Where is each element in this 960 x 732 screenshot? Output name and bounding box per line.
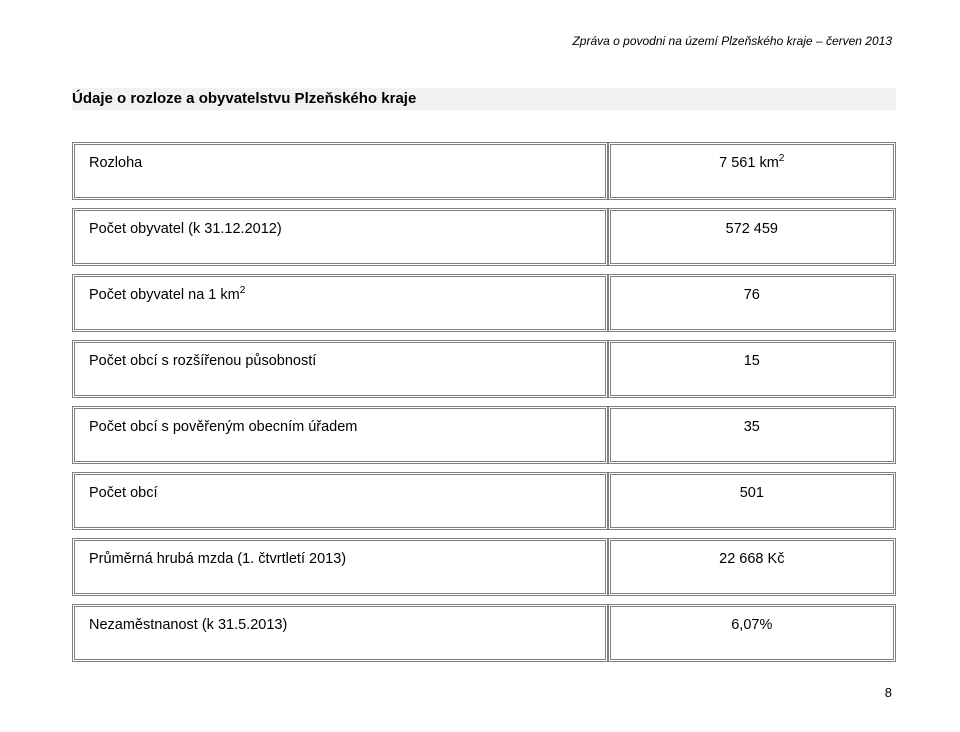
value-pre: 15 <box>744 353 760 369</box>
label-pre: Průměrná hrubá mzda (1. čtvrtletí 2013) <box>89 551 346 567</box>
table-row: Počet obcí 501 <box>72 472 896 530</box>
table-row: Průměrná hrubá mzda (1. čtvrtletí 2013) … <box>72 538 896 596</box>
value-pre: 35 <box>744 419 760 435</box>
document-header-right: Zpráva o povodni na území Plzeňského kra… <box>72 34 896 48</box>
row-label: Počet obcí s rozšířenou působností <box>72 340 608 398</box>
row-label: Počet obcí s pověřeným obecním úřadem <box>72 406 608 464</box>
label-pre: Rozloha <box>89 155 142 171</box>
row-label: Průměrná hrubá mzda (1. čtvrtletí 2013) <box>72 538 608 596</box>
value-pre: 7 561 km <box>719 155 779 171</box>
row-value: 15 <box>608 340 896 398</box>
section-title-bar: Údaje o rozloze a obyvatelstvu Plzeňskéh… <box>72 88 896 110</box>
row-label: Počet obcí <box>72 472 608 530</box>
label-pre: Počet obcí <box>89 485 158 501</box>
label-sup: 2 <box>240 285 246 296</box>
row-value: 22 668 Kč <box>608 538 896 596</box>
row-value: 6,07% <box>608 604 896 662</box>
label-pre: Počet obyvatel na 1 km <box>89 287 240 303</box>
table-row: Rozloha 7 561 km2 <box>72 142 896 200</box>
row-value: 572 459 <box>608 208 896 266</box>
label-pre: Počet obyvatel (k 31.12.2012) <box>89 221 282 237</box>
label-pre: Nezaměstnanost (k 31.5.2013) <box>89 617 287 633</box>
data-table: Rozloha 7 561 km2 Počet obyvatel (k 31.1… <box>72 134 896 670</box>
row-label: Počet obyvatel (k 31.12.2012) <box>72 208 608 266</box>
page-number: 8 <box>885 685 892 700</box>
value-sup: 2 <box>779 153 785 164</box>
row-value: 7 561 km2 <box>608 142 896 200</box>
row-label: Rozloha <box>72 142 608 200</box>
section-title: Údaje o rozloze a obyvatelstvu Plzeňskéh… <box>72 90 416 107</box>
row-value: 35 <box>608 406 896 464</box>
label-pre: Počet obcí s pověřeným obecním úřadem <box>89 419 357 435</box>
table-row: Počet obyvatel na 1 km2 76 <box>72 274 896 332</box>
row-value: 501 <box>608 472 896 530</box>
value-pre: 572 459 <box>726 221 778 237</box>
page-container: Zpráva o povodni na území Plzeňského kra… <box>0 0 960 732</box>
value-pre: 22 668 Kč <box>719 551 784 567</box>
table-row: Nezaměstnanost (k 31.5.2013) 6,07% <box>72 604 896 662</box>
table-row: Počet obcí s rozšířenou působností 15 <box>72 340 896 398</box>
row-label: Počet obyvatel na 1 km2 <box>72 274 608 332</box>
table-row: Počet obyvatel (k 31.12.2012) 572 459 <box>72 208 896 266</box>
row-value: 76 <box>608 274 896 332</box>
table-row: Počet obcí s pověřeným obecním úřadem 35 <box>72 406 896 464</box>
value-pre: 76 <box>744 287 760 303</box>
value-pre: 6,07% <box>731 617 772 633</box>
value-pre: 501 <box>740 485 764 501</box>
row-label: Nezaměstnanost (k 31.5.2013) <box>72 604 608 662</box>
label-pre: Počet obcí s rozšířenou působností <box>89 353 316 369</box>
